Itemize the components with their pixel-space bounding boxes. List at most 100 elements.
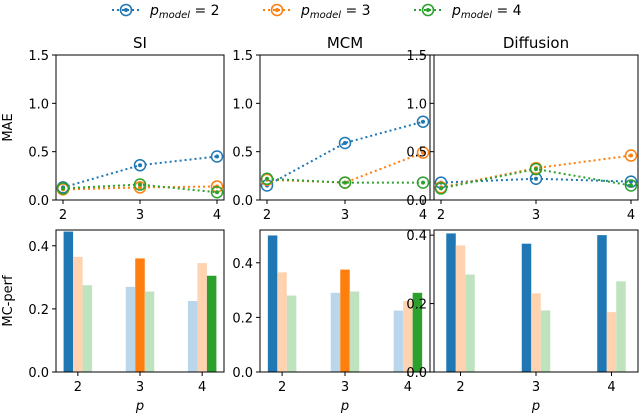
legend-label: pmodel = 3 [300, 3, 371, 21]
y-tick-label: 0.4 [406, 229, 427, 244]
data-point [416, 176, 430, 189]
y-tick-label: 1.0 [406, 97, 427, 112]
data-point [624, 149, 638, 162]
series-line [266, 120, 424, 187]
y-tick-label: 0.0 [406, 194, 427, 209]
bar [455, 245, 466, 372]
x-tick-label: 3 [136, 208, 144, 223]
bar [521, 243, 532, 372]
data-point-dot [138, 185, 142, 190]
x-tick-label: 2 [263, 208, 271, 223]
data-point [56, 182, 70, 195]
bar [330, 292, 341, 372]
bar [393, 310, 404, 372]
x-tick-label: 3 [136, 380, 144, 395]
y-tick-label: 0.2 [406, 298, 427, 313]
legend-subscript: model [159, 10, 190, 21]
data-point-dot [421, 180, 425, 185]
legend-marker-dot [275, 8, 279, 12]
legend-marker [421, 3, 435, 17]
bar [340, 269, 350, 372]
bar [446, 233, 456, 372]
x-tick-label: 4 [404, 380, 412, 395]
plot-frame [433, 229, 639, 373]
legend-suffix: = 3 [341, 3, 371, 19]
y-tick-label: 0.0 [232, 194, 253, 209]
bar [144, 291, 155, 372]
data-point-dot [534, 176, 538, 181]
mae-panel-mcm: MCM 0.0 0.5 1.0 1.5 2 3 4 [232, 34, 431, 223]
data-point [133, 158, 147, 172]
legend-subscript: model [310, 10, 341, 21]
bar [135, 258, 145, 372]
bar [597, 235, 607, 372]
data-point-dot [215, 190, 219, 195]
series-line [440, 154, 632, 189]
data-point [133, 178, 147, 191]
y-tick-label: 0.0 [28, 366, 49, 381]
legend-entry: pmodel = 4 [414, 3, 522, 21]
y-tick-label: 1.0 [232, 97, 253, 112]
series-line [62, 183, 218, 194]
data-point-dot [138, 182, 142, 187]
data-point-dot [265, 176, 269, 181]
data-point-dot [343, 140, 347, 145]
panel-title: SI [133, 34, 147, 52]
x-tick-label: 2 [437, 208, 445, 223]
y-tick-label: 1.5 [232, 49, 253, 64]
panel-title: MCM [327, 34, 363, 52]
mcperf-panel-1: 0.0 0.2 0.4 2 3 4 p [232, 229, 431, 414]
data-point [529, 162, 543, 176]
data-point-dot [138, 163, 142, 168]
bar [63, 231, 74, 372]
data-point-dot [61, 186, 65, 191]
bar [277, 272, 287, 372]
bar [187, 301, 198, 372]
data-point [260, 172, 274, 185]
y-tick-label: 0.4 [232, 257, 253, 272]
plot-frame [259, 229, 431, 373]
legend-marker [270, 3, 284, 17]
legend-marker [119, 3, 133, 17]
bar [349, 291, 360, 372]
x-tick-label: 4 [198, 380, 206, 395]
legend-marker-dot [426, 8, 430, 12]
x-tick-label: 2 [59, 208, 67, 223]
bar [267, 235, 278, 372]
y-tick-label: 0.5 [232, 146, 253, 161]
bar [465, 274, 475, 372]
y-tick-label: 1.5 [28, 49, 49, 64]
y-axis-label: MC-perf [1, 275, 16, 327]
x-tick-label: 3 [532, 380, 540, 395]
bar [412, 292, 423, 372]
bar [286, 295, 297, 372]
plot-frame [55, 229, 225, 373]
mae-panel-si: SI MAE 0.0 0.5 1.0 1.5 2 3 4 [1, 34, 225, 223]
x-tick-label: 3 [341, 380, 349, 395]
data-point [434, 182, 448, 195]
bar [616, 281, 626, 372]
legend-suffix: = 4 [492, 3, 522, 19]
bar [82, 285, 93, 372]
y-tick-label: 1.5 [406, 49, 427, 64]
mae-panel-diffusion: Diffusion 0.0 0.5 1.0 1.5 2 3 4 [406, 34, 639, 223]
legend-entry: pmodel = 2 [112, 3, 220, 21]
x-tick-label: 2 [74, 380, 82, 395]
legend-symbol: p [149, 3, 159, 19]
data-point [416, 146, 430, 159]
legend-entry: pmodel = 3 [263, 3, 371, 21]
bar [403, 301, 413, 372]
bar [73, 256, 83, 372]
legend-subscript: model [461, 10, 492, 21]
legend-label: pmodel = 2 [149, 3, 220, 21]
x-axis-label: p [531, 399, 540, 414]
y-axis-label: MAE [1, 113, 16, 141]
mcperf-panel-2: 0.0 0.2 0.4 2 3 4 p [406, 229, 639, 414]
data-point [210, 150, 224, 163]
legend-symbol: p [300, 3, 310, 19]
data-point-dot [439, 186, 443, 191]
x-tick-label: 4 [419, 208, 427, 223]
legend-suffix: = 2 [190, 3, 220, 19]
